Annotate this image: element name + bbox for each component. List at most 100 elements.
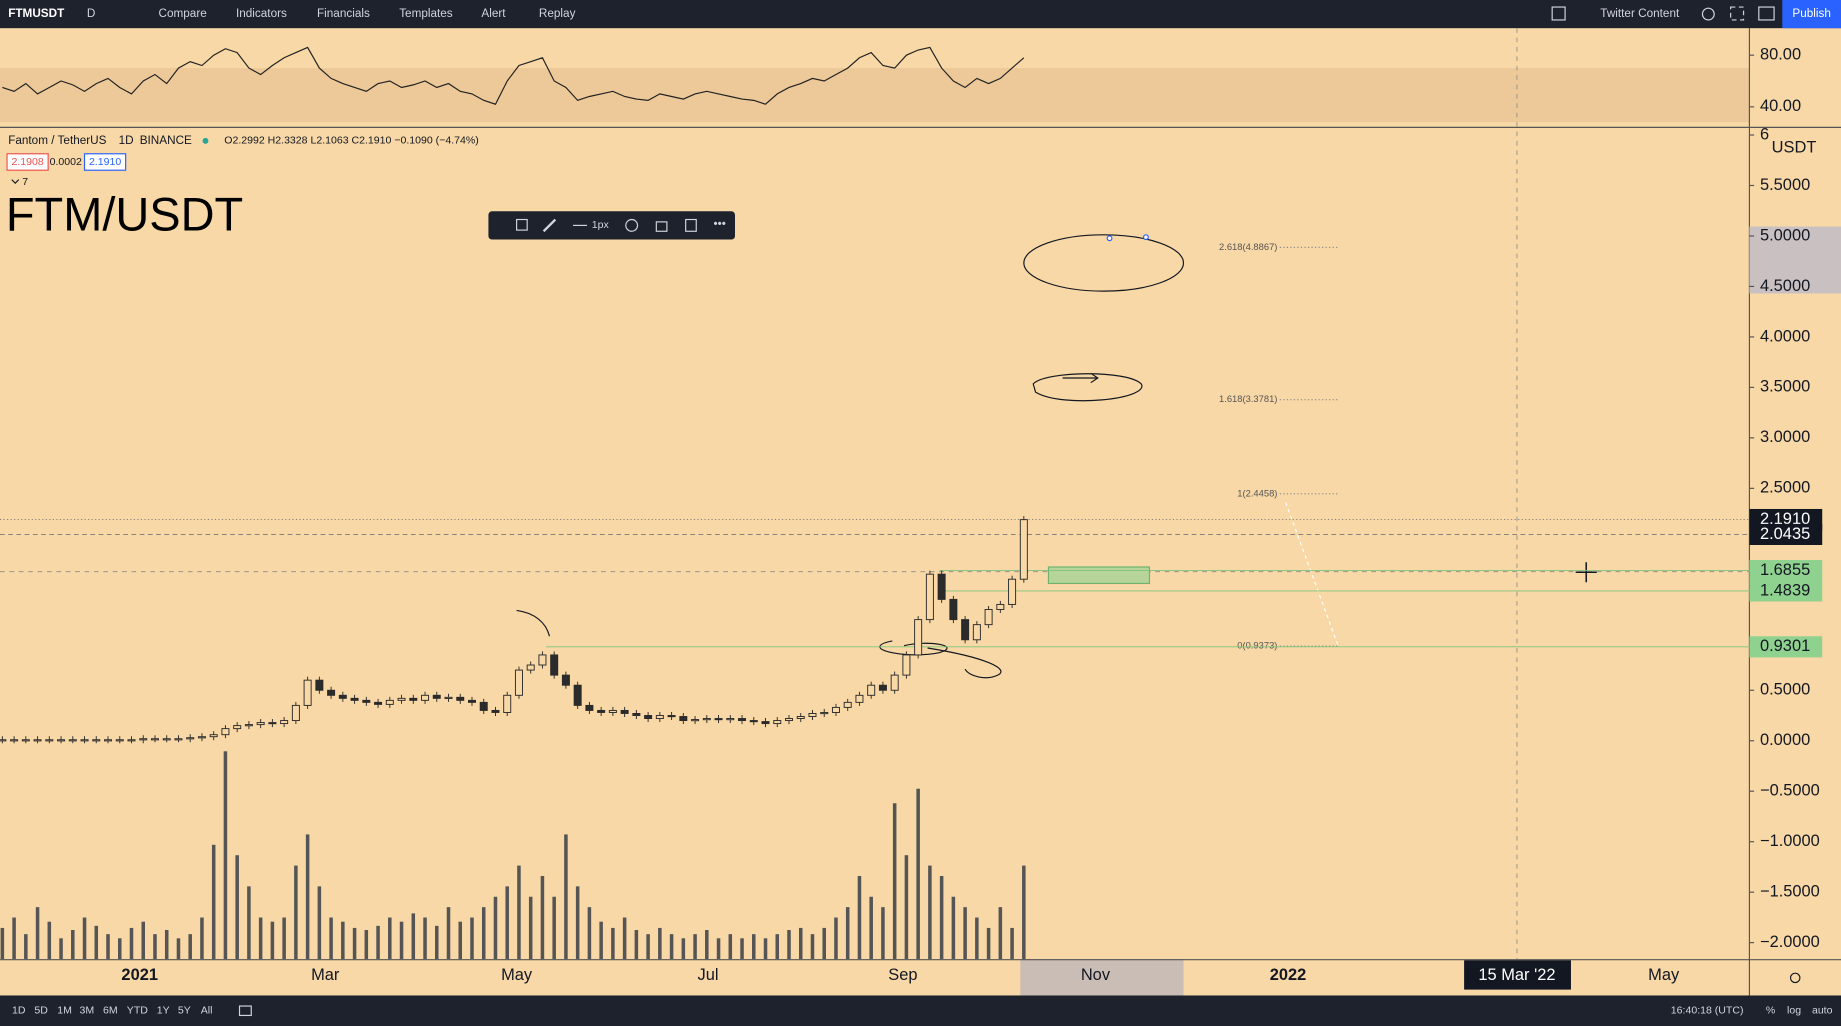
more-icon[interactable]: ••• [714, 217, 726, 230]
drawing-loop[interactable] [879, 640, 1002, 679]
interval[interactable]: D [87, 7, 95, 20]
candle-body [585, 704, 594, 711]
range-button[interactable]: YTD [127, 1005, 148, 1017]
x-tick-label: Sep [888, 966, 917, 984]
percent-toggle[interactable]: % [1766, 1005, 1775, 1017]
axis-settings[interactable] [1789, 972, 1801, 984]
ask-box[interactable] [83, 153, 127, 171]
candle-body [526, 664, 535, 671]
range-button[interactable]: 1D [12, 1005, 26, 1017]
drawing-toolbar [488, 211, 735, 240]
range-button[interactable]: 1M [57, 1005, 72, 1017]
volume-bar [634, 929, 639, 960]
range-button[interactable]: 5D [34, 1005, 48, 1017]
volume-bar [153, 934, 157, 960]
legend-interval: 1D [119, 134, 134, 147]
handle[interactable] [1142, 234, 1149, 241]
volume-bar [810, 934, 815, 960]
volume-bar [646, 934, 650, 960]
layout-name[interactable]: Twitter Content [1600, 7, 1680, 20]
volume-bar [317, 886, 322, 960]
volume-bar [564, 834, 568, 960]
delete-icon[interactable] [685, 218, 697, 232]
crosshair-date: 15 Mar '22 [1478, 966, 1555, 984]
volume-bar [928, 865, 932, 960]
indicators-count[interactable]: 7 [22, 176, 28, 188]
range-button[interactable]: 3M [80, 1005, 95, 1017]
range-button[interactable]: 1Y [157, 1005, 170, 1017]
candle-body [327, 689, 336, 696]
bid-box[interactable] [6, 153, 49, 171]
volume-bar [47, 921, 52, 960]
icon[interactable] [1551, 6, 1566, 21]
candle-body [338, 694, 347, 699]
candle-body [538, 654, 547, 666]
volume-bar [986, 927, 991, 960]
y-tick-label: 4.5000 [1760, 277, 1810, 295]
toolbar-item[interactable]: Replay [539, 7, 576, 20]
candle-body [421, 694, 430, 701]
candle-body [714, 718, 723, 721]
publish-button[interactable] [1782, 0, 1841, 29]
candle-body [456, 696, 465, 701]
drawing-ellipse[interactable] [1023, 234, 1185, 292]
candle-body [785, 718, 793, 722]
candle-body [209, 734, 218, 738]
line-width[interactable]: 1px [592, 219, 610, 231]
auto-toggle[interactable]: auto [1812, 1005, 1833, 1017]
range-button[interactable]: 6M [103, 1005, 118, 1017]
candle-body [808, 713, 817, 717]
candle-body [914, 619, 923, 656]
candle-body [561, 674, 570, 686]
ask[interactable]: 2.1910 [89, 156, 121, 168]
candle-body [127, 739, 136, 742]
toolbar-item[interactable]: Templates [399, 7, 453, 20]
price-badge [1749, 580, 1823, 602]
date-range-icon[interactable] [238, 1005, 252, 1017]
candle-body [514, 669, 523, 696]
range-button[interactable]: 5Y [178, 1005, 191, 1017]
toolbar-item[interactable]: Financials [317, 7, 370, 20]
lock-icon[interactable] [655, 221, 668, 232]
settings-icon[interactable] [1701, 7, 1715, 21]
candle-body [444, 696, 453, 699]
candle-body [162, 738, 171, 741]
publish[interactable]: Publish [1792, 7, 1831, 20]
candle-body [174, 738, 183, 741]
candle-body [104, 739, 113, 742]
toolbar-item[interactable]: Compare [159, 7, 207, 20]
volume-bar [587, 907, 592, 960]
candle-body [726, 718, 735, 721]
settings-icon[interactable] [625, 218, 639, 232]
candle-body [0, 739, 7, 742]
volume-bar [188, 934, 192, 960]
drawing-curve[interactable] [516, 609, 551, 637]
volume-bar [35, 907, 40, 960]
camera-icon[interactable] [1758, 6, 1775, 21]
tool-icon[interactable] [516, 218, 528, 231]
pen-icon[interactable] [542, 218, 557, 233]
zone-rectangle[interactable] [1047, 566, 1151, 585]
y-tick-label: 0.0000 [1760, 731, 1810, 749]
candle-body [820, 712, 829, 715]
chevron[interactable] [11, 179, 20, 184]
candle-body [890, 674, 899, 691]
y-tick-label: −0.5000 [1760, 782, 1820, 800]
toolbar-item[interactable]: Indicators [236, 7, 287, 20]
toolbar-item[interactable]: Alert [481, 7, 506, 20]
fullscreen-icon[interactable] [1730, 6, 1745, 21]
volume-bar [376, 925, 380, 960]
candle-body [244, 724, 253, 727]
volume-bar [892, 803, 897, 960]
candle-body [385, 699, 394, 705]
crosshair-date-box [1464, 960, 1571, 990]
handle[interactable] [1106, 235, 1113, 242]
drawing-arrow[interactable] [1032, 372, 1143, 402]
symbol[interactable]: FTMUSDT [8, 7, 65, 20]
bid[interactable]: 2.1908 [11, 156, 43, 168]
candle-body [749, 720, 758, 723]
log-toggle[interactable]: log [1787, 1005, 1801, 1017]
y-tick-label: 4.0000 [1760, 327, 1810, 345]
range-button[interactable]: All [201, 1005, 213, 1017]
candle-body [115, 739, 124, 742]
